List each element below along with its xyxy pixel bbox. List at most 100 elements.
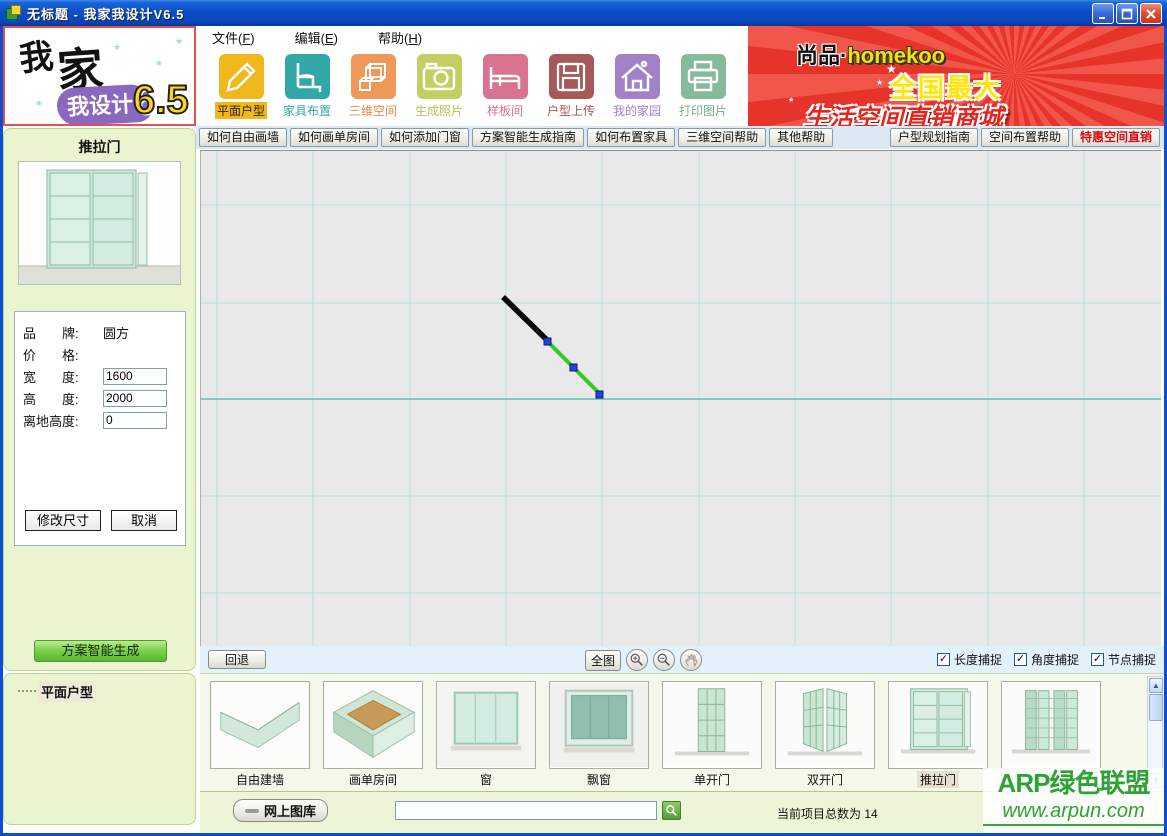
single-room-image xyxy=(324,682,422,768)
cancel-button[interactable]: 取消 xyxy=(111,510,177,531)
toolbar-3d-space[interactable]: 三维空间 xyxy=(340,52,406,126)
toolbar-print[interactable]: 打印图片 xyxy=(670,52,736,126)
gallery-item-window[interactable]: 窗 xyxy=(436,681,536,788)
properties-panel: 推拉门 品 牌:圆方 价 格: 宽 度: 高 度: xyxy=(3,128,196,671)
snap-angle[interactable]: ✓ 角度捕捉 xyxy=(1013,653,1079,667)
library-icon xyxy=(244,808,259,813)
zoom-in-button[interactable] xyxy=(626,649,648,671)
menu-bar: 文件(F) 编辑(E) 帮助(H) xyxy=(196,28,748,50)
gallery-item-single-door[interactable]: 单开门 xyxy=(662,681,762,788)
tab-layout-guide[interactable]: 户型规划指南 xyxy=(889,128,978,147)
pencil-icon xyxy=(218,54,264,99)
gallery-item-bay-window[interactable]: 飘窗 xyxy=(549,681,649,788)
prop-height: 高 度: xyxy=(23,388,167,408)
fit-view-button[interactable]: 全图 xyxy=(585,649,621,671)
watermark-url: www.arpun.com xyxy=(983,798,1164,826)
zoom-out-button[interactable] xyxy=(653,649,675,671)
prop-elevation: 离地高度: xyxy=(23,410,167,430)
hand-icon xyxy=(684,653,697,667)
canvas-grid xyxy=(201,151,1161,646)
toolbar-photo[interactable]: 生成照片 xyxy=(406,52,472,126)
height-field[interactable] xyxy=(103,389,167,407)
star-icon xyxy=(876,78,883,87)
star-icon xyxy=(788,96,794,104)
width-field[interactable] xyxy=(103,367,167,385)
toolbar-upload[interactable]: 户型上传 xyxy=(538,52,604,126)
banner-line3: 生活空间直销商城 xyxy=(804,105,1004,126)
single-door-image xyxy=(663,682,761,768)
snap-length[interactable]: ✓ 长度捕捉 xyxy=(936,653,1002,667)
plan-tree-panel: 平面户型 xyxy=(3,673,196,825)
tree-branch-line xyxy=(18,690,36,692)
maximize-icon xyxy=(1121,8,1133,19)
tree-root-floorplan[interactable]: 平面户型 xyxy=(38,681,97,702)
maximize-button[interactable] xyxy=(1116,3,1138,24)
project-count-text: 当前项目总数为 14 xyxy=(777,807,878,821)
prop-width: 宽 度: xyxy=(23,366,167,386)
properties-box: 品 牌:圆方 价 格: 宽 度: 高 度: 离地高度: 修改尺寸 取消 xyxy=(14,311,186,546)
bed-icon xyxy=(482,54,528,99)
minimize-button[interactable] xyxy=(1092,3,1114,24)
scroll-up-icon[interactable]: ▲ xyxy=(1149,678,1163,693)
tab-add-door-window[interactable]: 如何添加门窗 xyxy=(381,128,470,147)
pan-button[interactable] xyxy=(680,649,702,671)
undo-button[interactable]: 回退 xyxy=(208,650,266,669)
checkbox-checked-icon[interactable]: ✓ xyxy=(1090,653,1104,666)
tab-draw-single-room[interactable]: 如何画单房间 xyxy=(290,128,379,147)
window-border-bottom xyxy=(0,833,1167,836)
window-image xyxy=(437,682,535,768)
toolbar-furniture[interactable]: 家具布置 xyxy=(274,52,340,126)
wall-segment-black[interactable] xyxy=(501,295,550,343)
tab-3d-help[interactable]: 三维空间帮助 xyxy=(678,128,767,147)
free-wall-image xyxy=(211,682,309,768)
drawing-canvas[interactable] xyxy=(200,150,1161,646)
title-bar[interactable]: 无标题 - 我家我设计V6.5 xyxy=(0,0,1167,26)
search-input[interactable] xyxy=(395,801,657,820)
wall-node-handles[interactable] xyxy=(543,337,604,399)
menu-help[interactable]: 帮助(H) xyxy=(378,31,423,46)
toolbar-showroom[interactable]: 样板间 xyxy=(472,52,538,126)
camera-icon xyxy=(416,54,462,99)
item-preview xyxy=(18,161,181,285)
ad-banner[interactable]: 尚品·homekoo 全国最大 生活空间直销商城 xyxy=(748,26,1164,126)
tab-smart-plan-guide[interactable]: 方案智能生成指南 xyxy=(472,128,585,147)
chair-icon xyxy=(284,54,330,99)
window-title: 无标题 - 我家我设计V6.5 xyxy=(27,6,185,22)
menu-file[interactable]: 文件(F) xyxy=(212,31,255,46)
gallery-item-single-room[interactable]: 画单房间 xyxy=(323,681,423,788)
zoom-in-icon xyxy=(630,653,643,666)
tab-promo-mall[interactable]: 特惠空间直销 xyxy=(1071,128,1160,147)
checkbox-checked-icon[interactable]: ✓ xyxy=(1013,653,1027,666)
floppy-icon xyxy=(548,54,594,99)
house-icon xyxy=(614,54,660,99)
toolbar-floorplan[interactable]: 平面户型 xyxy=(208,52,274,126)
gallery-item-folding-door[interactable]: 折叠门 xyxy=(1001,681,1101,788)
online-library-button[interactable]: 网上图库 xyxy=(233,799,328,822)
smart-generate-button[interactable]: 方案智能生成 xyxy=(34,640,167,662)
item-title: 推拉门 xyxy=(78,139,121,155)
gallery-item-double-door[interactable]: 双开门 xyxy=(775,681,875,788)
app-icon xyxy=(6,5,22,21)
menu-edit[interactable]: 编辑(E) xyxy=(294,31,338,46)
tab-draw-free-wall[interactable]: 如何自由画墙 xyxy=(199,128,288,147)
banner-brand: 尚品·homekoo xyxy=(796,43,946,68)
checkbox-checked-icon[interactable]: ✓ xyxy=(936,653,950,666)
prop-brand: 品 牌: 圆方 xyxy=(23,322,129,342)
tab-space-help[interactable]: 空间布置帮助 xyxy=(980,128,1069,147)
banner-line2: 全国最大 xyxy=(890,73,1003,103)
elevation-field[interactable] xyxy=(103,411,167,429)
search-button[interactable] xyxy=(662,801,681,820)
parts-gallery: 自由建墙 画单房间 窗 飘窗 单开门 双开门 推拉门 折叠门 xyxy=(200,673,1164,791)
gallery-item-sliding-door[interactable]: 推拉门 xyxy=(888,681,988,789)
tab-arrange-furniture[interactable]: 如何布置家具 xyxy=(587,128,676,147)
modify-size-button[interactable]: 修改尺寸 xyxy=(25,510,101,531)
close-button[interactable] xyxy=(1140,3,1162,24)
double-door-image xyxy=(776,682,874,768)
scrollbar-thumb[interactable] xyxy=(1149,694,1163,721)
gallery-item-free-wall[interactable]: 自由建墙 xyxy=(210,681,310,788)
toolbar-my-home[interactable]: 我的家园 xyxy=(604,52,670,126)
tab-other-help[interactable]: 其他帮助 xyxy=(769,128,834,147)
bay-window-image xyxy=(550,682,648,768)
snap-node[interactable]: ✓ 节点捕捉 xyxy=(1090,653,1156,667)
